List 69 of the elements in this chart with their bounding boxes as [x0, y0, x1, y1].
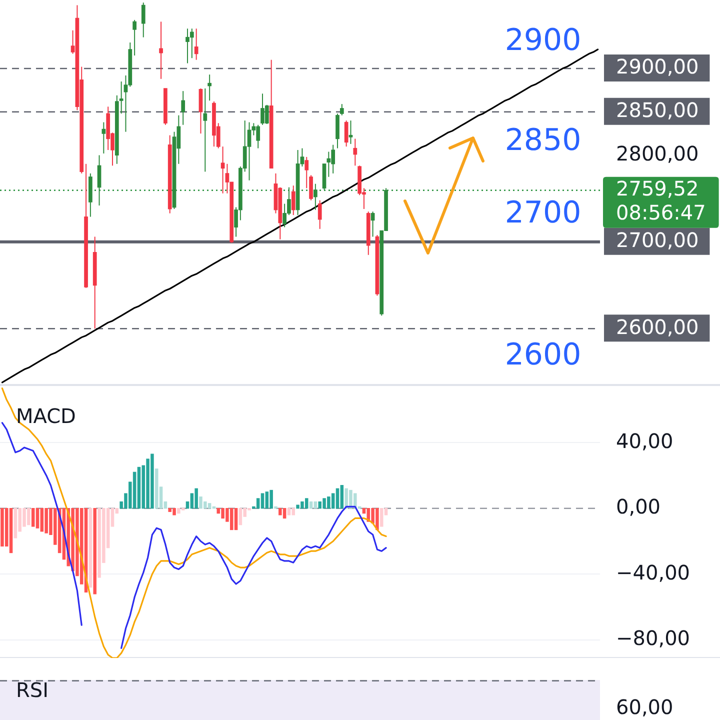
y-tick-label: 2900,00	[616, 54, 699, 79]
candlestick	[304, 156, 309, 189]
candlestick	[141, 2, 146, 38]
y-tick-label: 2850,00	[616, 98, 699, 122]
y-tick-label: 0,00	[616, 494, 661, 519]
bar	[93, 508, 96, 594]
bar	[40, 508, 44, 532]
candlestick	[344, 120, 348, 148]
bar	[137, 466, 141, 509]
annotation: 2900	[504, 22, 582, 58]
bar	[88, 508, 92, 588]
bar	[287, 508, 291, 516]
text: 60,00	[616, 695, 674, 719]
candlestick	[370, 211, 375, 238]
candlestick	[203, 88, 208, 172]
bar	[194, 488, 198, 509]
bar	[177, 508, 180, 514]
y-tick-label: 40,00	[616, 428, 674, 453]
bar	[282, 508, 286, 519]
bar	[238, 508, 242, 526]
bar	[154, 468, 158, 509]
bar	[36, 508, 40, 528]
bar	[230, 508, 234, 530]
annotation: 2700	[504, 196, 582, 231]
candlestick	[102, 122, 106, 154]
candlestick	[309, 174, 313, 201]
y-tick-label: 2700,00	[616, 228, 699, 252]
bar	[31, 508, 35, 527]
y-tick-label: −80,00	[616, 626, 690, 650]
bar	[380, 508, 384, 527]
text: MACD	[16, 404, 76, 428]
candlestick	[318, 200, 322, 230]
candlestick	[340, 104, 344, 116]
bar	[340, 484, 344, 509]
bar	[292, 508, 296, 516]
annotation: 2600	[504, 338, 582, 373]
y-tick-label: 2600,00	[616, 314, 699, 339]
candlestick	[132, 19, 136, 56]
candlestick	[181, 90, 186, 126]
bar	[234, 508, 238, 530]
bar	[278, 508, 282, 516]
candlestick	[291, 185, 296, 216]
candlestick	[220, 146, 225, 194]
candlestick	[198, 88, 203, 134]
bar	[304, 498, 308, 509]
bar	[0, 508, 4, 546]
candlestick	[194, 28, 198, 60]
annotation: 2850	[504, 122, 582, 158]
bar	[336, 488, 340, 509]
candlestick	[208, 74, 212, 102]
candlestick	[159, 21, 163, 80]
candlestick	[353, 138, 358, 166]
bar	[265, 492, 269, 509]
ref-line-label: 2759,52 08:56:47	[616, 176, 706, 225]
candlestick	[264, 104, 269, 124]
candlestick	[247, 122, 252, 181]
bar	[274, 506, 278, 509]
candlestick	[190, 28, 194, 59]
bar	[14, 508, 18, 538]
text: RSI	[16, 678, 48, 702]
bar	[260, 493, 264, 509]
y-tick-label: −40,00	[616, 560, 690, 584]
bar	[270, 490, 273, 509]
y-tick-label: 2800,00	[616, 141, 699, 166]
candlestick	[314, 183, 318, 210]
bar	[9, 508, 13, 554]
bar	[208, 503, 212, 509]
candlestick	[348, 120, 353, 144]
candlestick	[326, 151, 331, 178]
